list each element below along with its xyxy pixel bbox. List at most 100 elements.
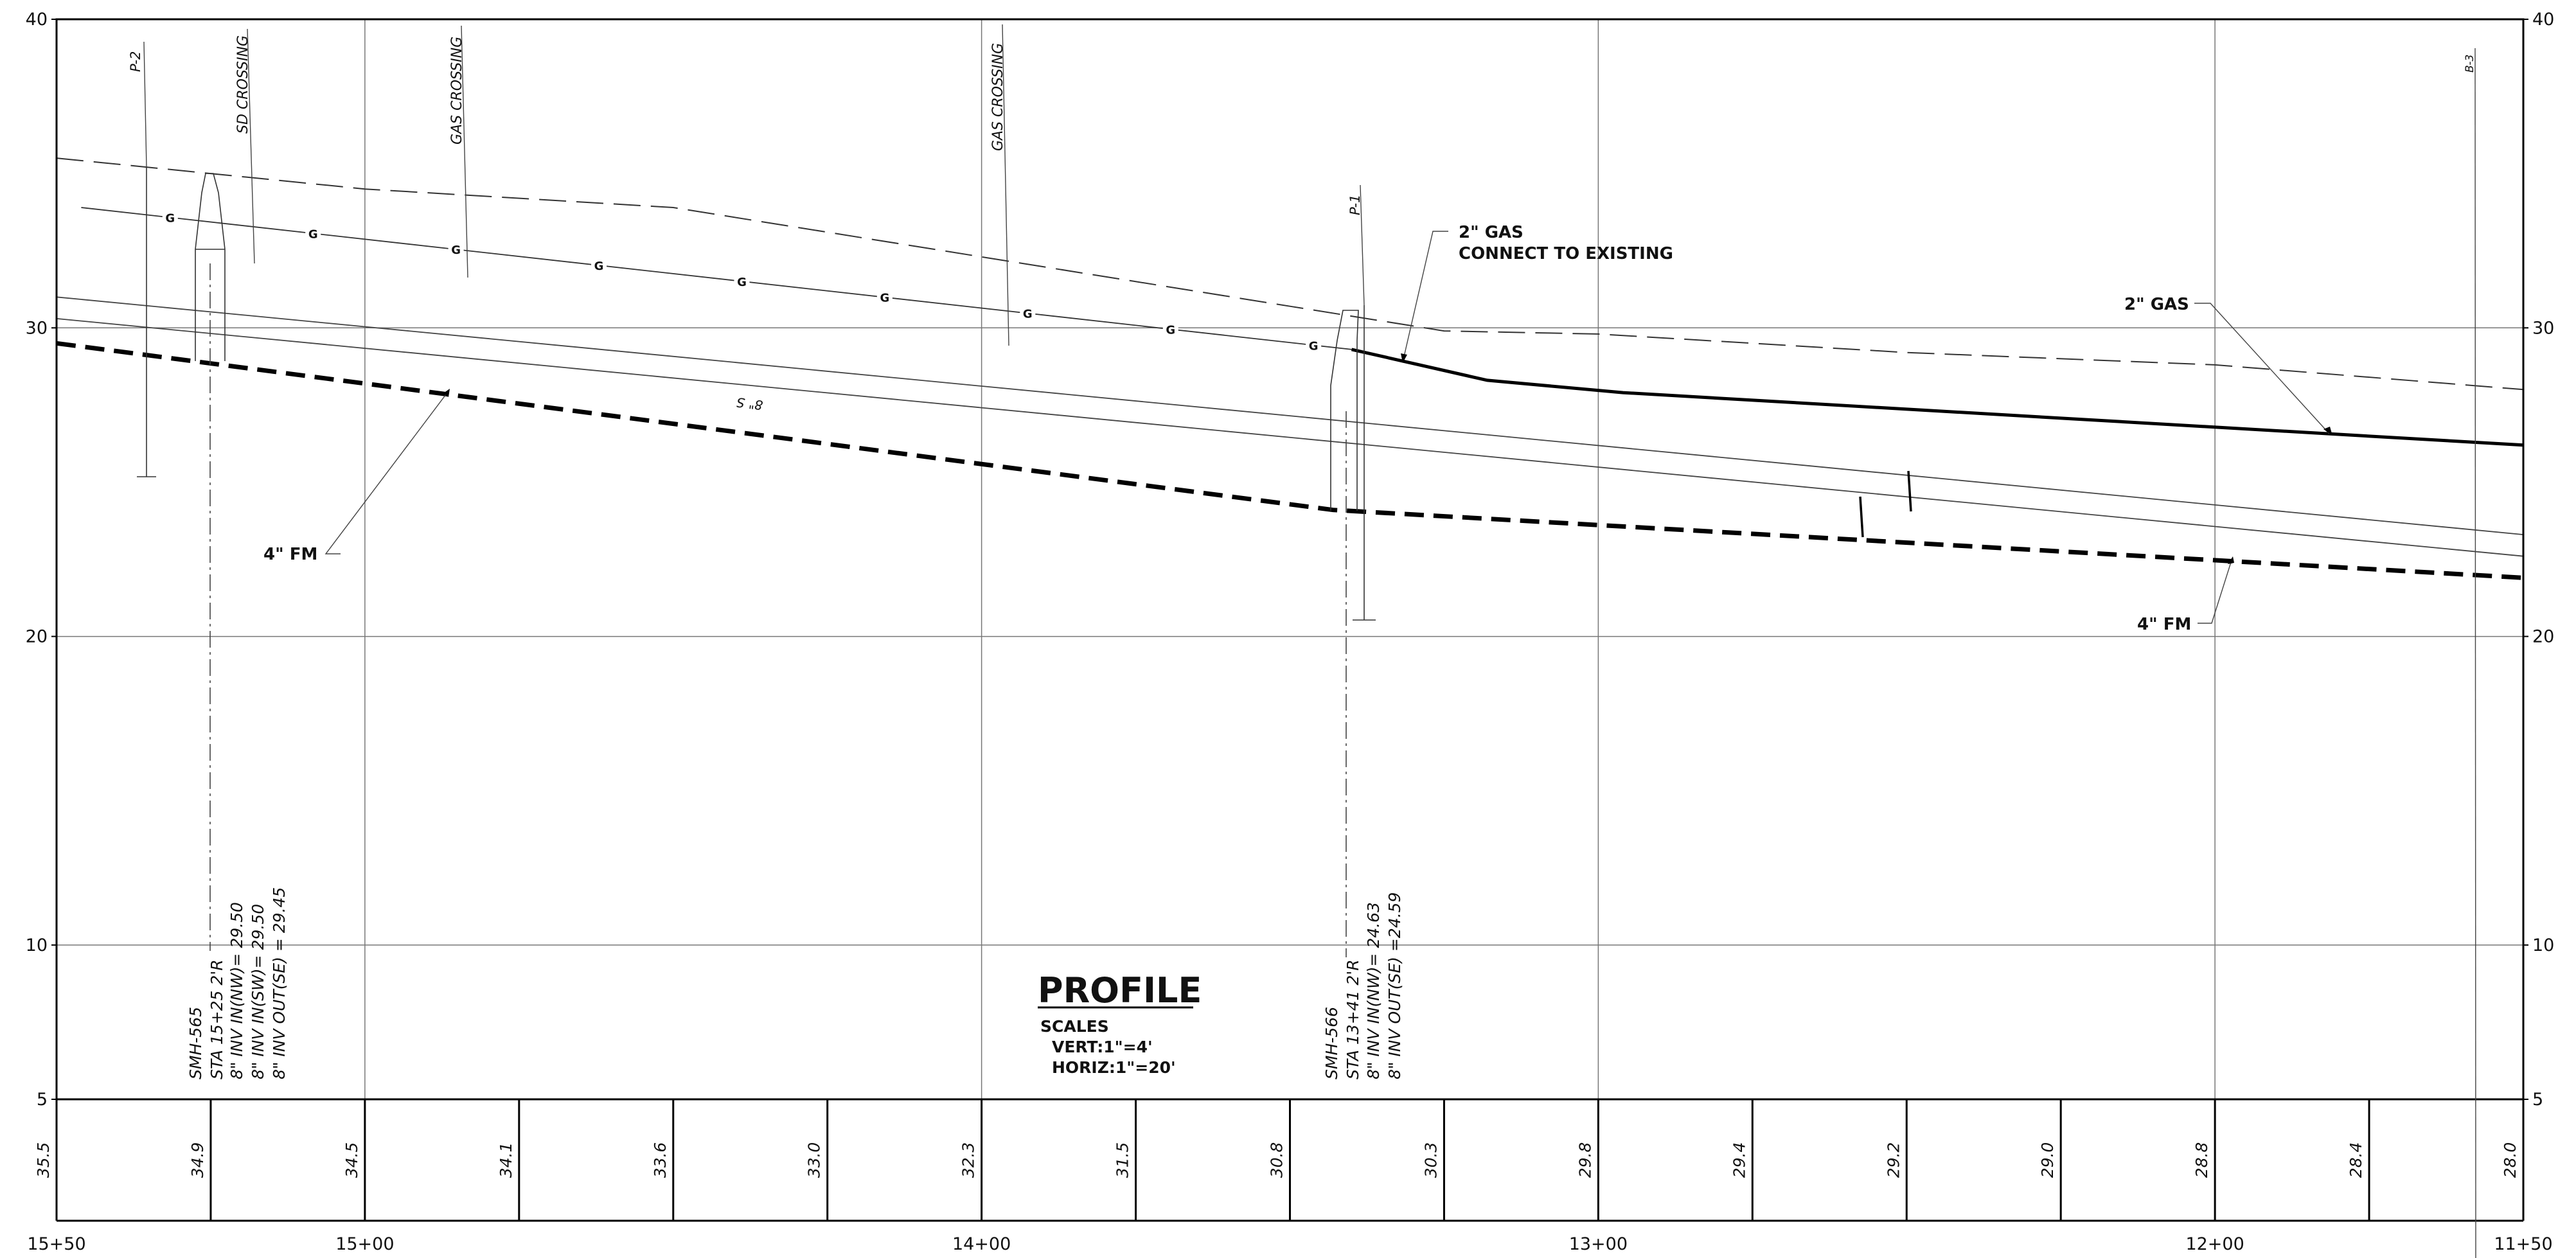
fm-right-label: 4" FM <box>2137 615 2191 634</box>
manhole-565-notes: SMH-565 STA 15+25 2'R 8" INV IN(NW)= 29.… <box>186 887 289 1079</box>
existing-grade-line <box>56 157 2524 391</box>
gas-new-line <box>1351 348 2524 447</box>
vert-scale: VERT:1"=4' <box>1052 1038 1153 1056</box>
grade-table: 35.5 34.9 34.5 34.1 33.6 33.0 32.3 31.5 30.8 30.3… <box>34 1099 2519 1221</box>
p2-leader <box>143 41 147 168</box>
smh-565-inv-sw: 8" INV IN(SW)= 29.50 <box>249 904 267 1079</box>
gas-2in-label: 2" GAS <box>2124 295 2189 314</box>
gas-marker-bg-4 <box>734 272 750 288</box>
manhole-smh-566 <box>1330 310 1359 957</box>
grade-value-10: 29.8 <box>1576 1142 1594 1178</box>
y-label-right-5: 5 <box>2532 1090 2543 1110</box>
smh-565-inv-out: 8" INV OUT(SE) = 29.45 <box>270 887 289 1079</box>
y-label-left-5: 5 <box>37 1090 48 1110</box>
smh-566-inv-nw: 8" INV IN(NW)= 24.63 <box>1364 902 1383 1079</box>
sewer-invert-line <box>56 318 2524 557</box>
x-label-11+50: 11+50 <box>2494 1234 2552 1254</box>
gas-marker-4: G <box>737 276 747 289</box>
grid-lines <box>57 19 2523 1099</box>
y-label-left-40: 40 <box>26 10 48 30</box>
axis-labels: 5 5 10 10 20 20 30 30 40 40 15+50 15+00 14+00 13+00 12… <box>26 10 2555 1254</box>
sd-crossing-label: SD CROSSING <box>235 35 251 134</box>
annotation-leaders <box>137 24 2476 1258</box>
smh-565-id: SMH-565 <box>186 1007 205 1079</box>
grade-value-12: 29.2 <box>1884 1142 1903 1178</box>
fm-right-arrow <box>2228 556 2234 564</box>
grade-value-14: 28.8 <box>2192 1142 2211 1178</box>
y-label-right-20: 20 <box>2532 627 2554 647</box>
gas-existing-line <box>81 207 1352 350</box>
grade-value-9: 30.3 <box>1421 1142 1440 1178</box>
gas-connect-arrow <box>1401 353 1407 363</box>
gas-marker-bg-7 <box>1162 321 1178 337</box>
gas-crossing-1-leader <box>461 25 468 278</box>
gas-2in-leader <box>2194 303 2330 434</box>
gas-marker-6: G <box>1023 308 1033 321</box>
grade-value-16: 28.0 <box>2501 1142 2519 1178</box>
fm-right-leader <box>2198 560 2232 624</box>
vertical-labels: P-2 SD CROSSING GAS CROSSING GAS CROSSIN… <box>128 35 2476 215</box>
y-label-left-10: 10 <box>26 935 48 955</box>
smh-565-inv-nw: 8" INV IN(NW)= 29.50 <box>227 902 246 1079</box>
fm-left-leader <box>324 391 449 554</box>
grade-value-11: 29.4 <box>1730 1142 1748 1178</box>
manhole-565-outline <box>195 173 226 361</box>
x-label-13+00: 13+00 <box>1569 1234 1628 1254</box>
gas-marker-8: G <box>1309 339 1319 353</box>
plot-frame <box>55 18 2525 1101</box>
gas-connect-label-2: CONNECT TO EXISTING <box>1459 244 1673 263</box>
scales-label: SCALES <box>1040 1017 1109 1036</box>
grade-value-6: 32.3 <box>959 1142 978 1178</box>
grade-value-7: 31.5 <box>1114 1142 1132 1178</box>
grade-value-5: 33.0 <box>805 1142 824 1178</box>
gas-marker-bg-0 <box>162 209 178 225</box>
force-main-line <box>56 341 2524 580</box>
x-label-12+00: 12+00 <box>2185 1234 2244 1254</box>
gas-connect-leader <box>1403 231 1448 357</box>
fm-left-arrow <box>443 389 450 397</box>
smh-566-station: STA 13+41 2'R <box>1344 959 1362 1079</box>
sewer-8in-label: 8" S <box>736 394 764 413</box>
gas-connect-label-1: 2" GAS <box>1459 223 1523 242</box>
utility-lines <box>56 157 2524 580</box>
p2-label: P-2 <box>128 51 143 72</box>
manhole-smh-565 <box>195 173 226 951</box>
gas-crossing-label-2: GAS CROSSING <box>990 43 1006 151</box>
sewer-top-line <box>56 296 2524 535</box>
b3-leader <box>2474 48 2476 1258</box>
gas-markers: G G G G G G G G G <box>162 209 1322 353</box>
gas-marker-bg-1 <box>305 225 321 241</box>
x-label-15+00: 15+00 <box>335 1234 394 1254</box>
smh-565-station: STA 15+25 2'R <box>208 959 226 1079</box>
smh-566-inv-out: 8" INV OUT(SE) =24.59 <box>1385 892 1404 1079</box>
gas-marker-1: G <box>308 227 318 241</box>
gas-marker-0: G <box>165 211 175 225</box>
y-label-left-20: 20 <box>26 627 48 647</box>
break-mark-2 <box>1907 470 1912 512</box>
p1-label: P-1 <box>1347 195 1363 215</box>
b3-label: B-3 <box>2464 55 2476 73</box>
grade-value-3: 34.1 <box>497 1142 515 1178</box>
gas-marker-2: G <box>451 244 461 257</box>
x-label-14+00: 14+00 <box>952 1234 1011 1254</box>
grade-value-2: 34.5 <box>342 1142 361 1178</box>
callouts: 2" GAS CONNECT TO EXISTING 2" GAS 4" FM … <box>263 223 2332 634</box>
gas-marker-5: G <box>880 292 890 305</box>
grade-value-8: 30.8 <box>1268 1142 1286 1178</box>
manhole-566-outline <box>1330 310 1359 511</box>
manhole-566-notes: SMH-566 STA 13+41 2'R 8" INV IN(NW)= 24.… <box>1322 892 1404 1079</box>
y-label-left-30: 30 <box>26 318 48 338</box>
grade-value-4: 33.6 <box>651 1142 670 1178</box>
break-mark-1 <box>1859 496 1864 538</box>
grade-value-13: 29.0 <box>2038 1142 2057 1178</box>
gas-marker-7: G <box>1166 323 1175 337</box>
grade-value-0: 35.5 <box>34 1142 53 1178</box>
gas-marker-bg-3 <box>591 257 607 273</box>
grade-value-15: 28.4 <box>2347 1142 2365 1178</box>
gas-marker-bg-5 <box>876 288 893 305</box>
smh-566-id: SMH-566 <box>1322 1007 1341 1079</box>
y-label-right-10: 10 <box>2532 935 2554 955</box>
profile-title: PROFILE <box>1038 970 1202 1011</box>
p1-leader <box>1360 184 1365 306</box>
